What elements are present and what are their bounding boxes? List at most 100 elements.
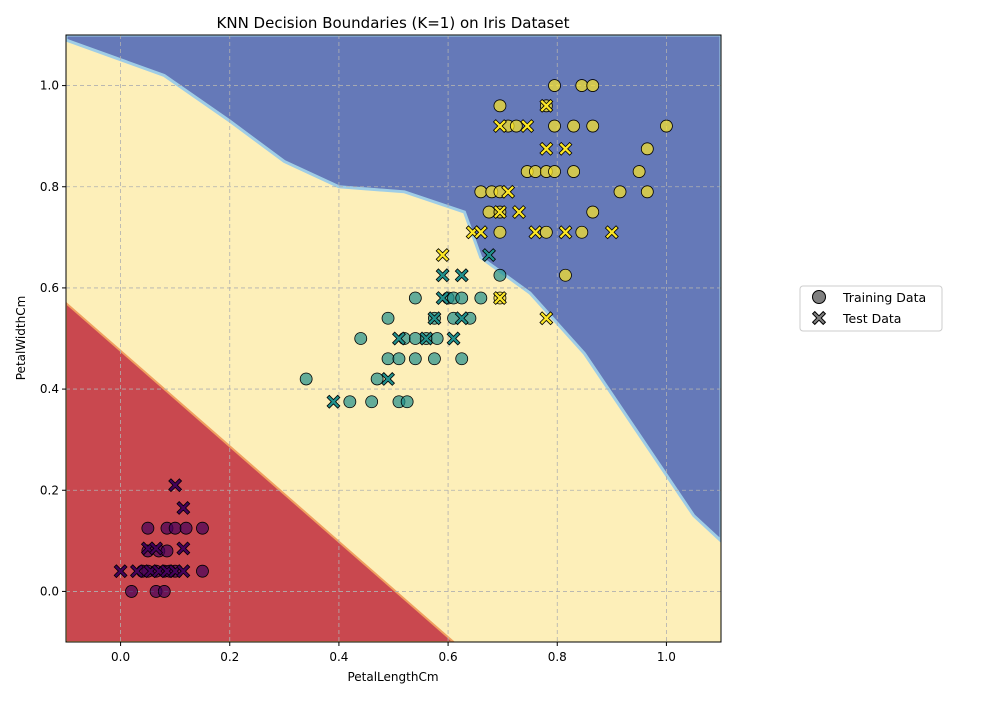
training-point [586, 205, 600, 219]
test-point [558, 141, 573, 156]
training-point [125, 585, 138, 598]
training-point [539, 225, 553, 239]
training-point [168, 521, 182, 535]
x-axis-label: PetalLengthCm [347, 670, 438, 684]
legend-circle-marker [812, 290, 826, 304]
decision-region-class-0 [66, 301, 456, 642]
training-point [640, 185, 654, 199]
legend-x-marker [811, 310, 827, 326]
x-tick-label: 0.2 [220, 650, 239, 664]
training-point [660, 119, 673, 133]
test-point [473, 225, 488, 240]
training-point [455, 352, 469, 366]
training-point [160, 544, 174, 558]
y-tick-label: 0.6 [40, 281, 59, 295]
chart-title: KNN Decision Boundaries (K=1) on Iris Da… [217, 14, 570, 32]
training-point [567, 119, 581, 133]
x-tick-label: 0.4 [329, 650, 348, 664]
y-tick-label: 0.2 [40, 483, 59, 497]
test-point [512, 205, 527, 220]
test-point [435, 291, 450, 305]
x-tick-label: 0.8 [548, 650, 567, 664]
test-points [113, 98, 619, 579]
legend: Training Data Test Data [799, 285, 943, 332]
training-point [586, 79, 600, 92]
training-point [430, 332, 444, 345]
legend-label-test: Test Data [842, 311, 901, 326]
test-point [520, 119, 535, 134]
training-point [179, 521, 193, 535]
x-axis-ticks: 0.0 0.2 0.4 0.6 0.8 1.0 [111, 642, 676, 664]
test-point [558, 225, 573, 240]
training-point [157, 585, 171, 598]
test-point [435, 248, 450, 263]
training-point [632, 165, 646, 178]
grid [66, 35, 721, 642]
y-axis-ticks: 0.0 0.2 0.4 0.6 0.8 1.0 [40, 79, 66, 598]
y-tick-label: 0.4 [40, 382, 59, 396]
training-point [493, 99, 507, 113]
training-point [509, 119, 523, 133]
y-tick-label: 0.0 [40, 584, 59, 598]
x-tick-label: 0.0 [111, 650, 130, 664]
test-point [149, 541, 164, 556]
test-point [129, 564, 144, 579]
test-point [113, 564, 128, 579]
training-point [474, 185, 488, 199]
test-point [492, 205, 507, 220]
training-point [613, 185, 627, 199]
training-points [125, 79, 673, 598]
test-point [528, 225, 543, 240]
test-point [454, 311, 469, 326]
training-point [493, 268, 507, 282]
legend-frame [799, 285, 943, 332]
test-point [168, 478, 183, 493]
training-point [196, 564, 209, 578]
test-point [419, 331, 434, 346]
y-tick-label: 1.0 [40, 79, 59, 93]
y-axis-label: PetalWidthCm [14, 296, 28, 381]
test-point [454, 268, 469, 283]
training-point [586, 119, 600, 133]
test-point [446, 331, 461, 346]
training-point [141, 521, 155, 535]
test-point [539, 98, 554, 113]
training-point [548, 119, 561, 133]
training-point [381, 352, 395, 366]
training-point [370, 372, 384, 386]
test-point [427, 311, 442, 326]
training-point [548, 165, 561, 178]
training-point [529, 165, 542, 178]
training-point [343, 395, 357, 409]
test-point [176, 500, 191, 515]
training-point [575, 225, 589, 239]
test-point [435, 268, 450, 283]
legend-label-training: Training Data [842, 290, 926, 305]
training-point [575, 79, 589, 92]
training-point [299, 372, 313, 386]
training-point [640, 142, 654, 156]
test-point [501, 184, 516, 199]
test-point [176, 564, 191, 579]
training-point [493, 225, 507, 239]
test-point [492, 119, 507, 134]
test-point [539, 141, 554, 156]
training-point [196, 521, 209, 535]
test-point [492, 291, 507, 305]
training-point [365, 395, 379, 409]
training-point [400, 395, 414, 409]
training-point [408, 291, 422, 305]
training-point [548, 79, 561, 92]
test-point [391, 331, 406, 346]
training-point [567, 165, 581, 178]
y-tick-label: 0.8 [40, 180, 59, 194]
training-point [381, 311, 395, 325]
test-point [326, 394, 341, 409]
test-point [604, 225, 619, 240]
training-point [354, 332, 368, 345]
training-point [408, 352, 422, 366]
test-point [482, 248, 496, 263]
training-point [559, 268, 572, 282]
